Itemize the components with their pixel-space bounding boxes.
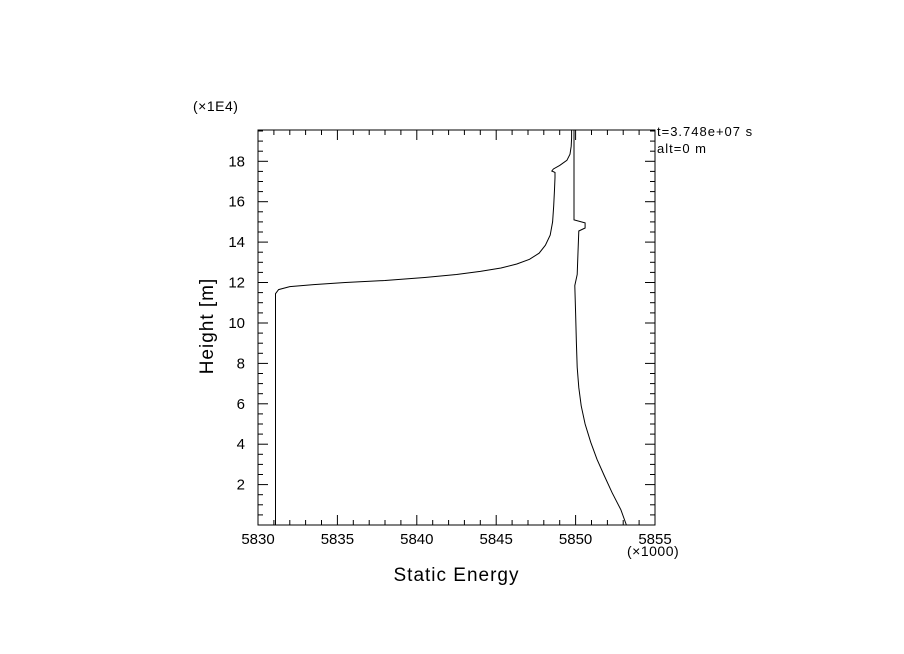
x-tick-label: 5830 <box>241 531 274 548</box>
y-axis-scale-note: (×1E4) <box>193 98 239 114</box>
x-tick-label: 5840 <box>400 531 433 548</box>
y-tick-label: 18 <box>228 153 245 170</box>
x-axis-scale-note: (×1000) <box>627 543 680 559</box>
x-axis-title: Static Energy <box>393 565 520 586</box>
x-tick-label: 5835 <box>321 531 354 548</box>
curve-right <box>573 130 627 526</box>
y-tick-label: 8 <box>237 355 245 372</box>
plot-frame <box>257 129 656 526</box>
annotation-time: t=3.748e+07 s <box>657 124 754 139</box>
x-tick-label: 5850 <box>559 531 592 548</box>
y-tick-label: 14 <box>228 234 245 251</box>
y-tick-label: 4 <box>237 436 245 453</box>
annotation-altitude: alt=0 m <box>657 141 707 156</box>
y-tick-label: 12 <box>228 275 245 292</box>
y-tick-label: 16 <box>228 194 245 211</box>
x-tick-label: 5855 <box>638 531 671 548</box>
y-tick-label: 2 <box>237 477 245 494</box>
y-tick-label: 6 <box>237 396 245 413</box>
curve-left <box>275 130 573 525</box>
y-axis-title: Height [m] <box>197 277 218 375</box>
x-tick-label: 5845 <box>480 531 513 548</box>
y-tick-label: 10 <box>228 315 245 332</box>
